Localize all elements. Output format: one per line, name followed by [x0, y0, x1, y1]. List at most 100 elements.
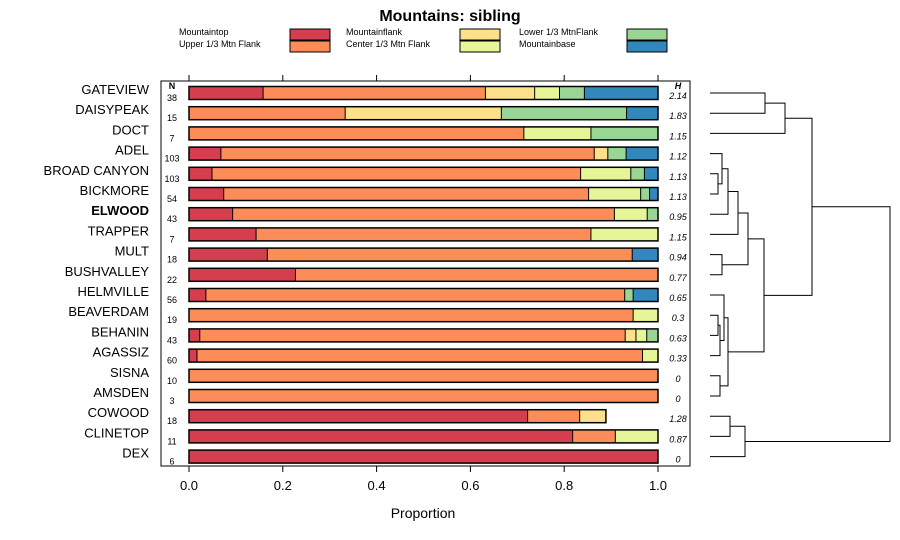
dendrogram-branch [710, 254, 723, 276]
bar-segment [501, 106, 627, 120]
x-axis: 0.0 0.2 0.4 0.6 0.8 1.0 [180, 75, 667, 493]
legend-label: Upper 1/3 Mtn Flank [179, 39, 261, 49]
row-label: GATEVIEW [81, 82, 149, 97]
bar-outline [188, 206, 659, 222]
row-label: CLINETOP [84, 425, 149, 440]
row-n-value: 56 [167, 295, 177, 305]
dendrogram-branch [710, 153, 723, 185]
row-h-value: 2.14 [668, 91, 687, 101]
n-column-header: N [169, 81, 176, 91]
row-h-value: 1.13 [669, 192, 687, 202]
bar-segment [263, 86, 486, 100]
row-n-value: 10 [167, 376, 177, 386]
row-label: ELWOOD [91, 203, 149, 218]
dendrogram-branch [710, 314, 719, 336]
row-h-value: 1.28 [669, 414, 687, 424]
legend-label: Mountainbase [519, 39, 576, 49]
bar-segment [189, 86, 264, 100]
bar-outline [188, 429, 659, 444]
legend-label: Mountainflank [346, 27, 403, 37]
dendrogram-branch [710, 168, 729, 215]
row-label: BICKMORE [80, 183, 150, 198]
bar-outline [188, 449, 659, 464]
bar-segment [523, 126, 591, 140]
row-h-value: 0.3 [672, 313, 685, 323]
bar-outline [188, 166, 659, 182]
row-n-value: 6 [169, 457, 174, 467]
bar-segment [223, 187, 589, 201]
dendrogram-branch [710, 102, 786, 134]
x-tick-label: 0.2 [274, 478, 292, 493]
bar-segment [232, 207, 615, 221]
bar-segment [485, 86, 535, 100]
bar-segment [205, 288, 625, 302]
dendrogram-branch [710, 425, 746, 458]
bar-segment [189, 429, 573, 443]
dendrogram-branch [710, 415, 731, 437]
bar-segment [527, 409, 580, 423]
bar-outline [188, 227, 659, 242]
x-tick-label: 0.4 [368, 478, 386, 493]
row-h-value: 1.15 [669, 232, 688, 242]
bar-outline [188, 126, 659, 141]
bar-segment [267, 248, 633, 262]
dendrogram-branch [722, 212, 749, 266]
bar-segment [189, 187, 224, 201]
x-axis-label: Proportion [391, 505, 456, 521]
row-label: SISNA [110, 365, 149, 380]
row-label: DOCT [112, 122, 149, 137]
bar-segment [579, 409, 606, 423]
row-n-value: 54 [167, 194, 177, 204]
dendrogram [710, 92, 891, 458]
x-tick-label: 0.0 [180, 478, 198, 493]
bar-segment [189, 369, 658, 383]
bar-segment [189, 167, 212, 181]
row-h-value: 1.13 [669, 172, 687, 182]
row-n-value: 43 [167, 214, 177, 224]
dendrogram-branch [710, 375, 721, 397]
row-h-value: 0 [675, 394, 680, 404]
legend-swatch [289, 40, 331, 53]
row-h-value: 0 [675, 455, 680, 465]
dendrogram-branch [710, 173, 719, 195]
x-tick-label: 0.8 [555, 478, 573, 493]
bar-outline [188, 186, 659, 202]
bar-segment [584, 86, 658, 100]
bar-outline [188, 348, 659, 363]
bar-outline [188, 146, 659, 161]
row-h-value: 0.33 [669, 354, 687, 364]
bar-segment [632, 248, 658, 262]
row-n-value: 7 [169, 133, 174, 143]
row-n-value: 38 [167, 93, 177, 103]
row-n-value: 3 [169, 396, 174, 406]
plot-panel [160, 80, 691, 467]
bar-segment [633, 288, 658, 302]
row-h-value: 0.87 [669, 434, 688, 444]
legend-swatch [459, 28, 501, 41]
bar-segment [607, 147, 627, 161]
row-label: HELMVILLE [77, 284, 149, 299]
bar-segment [588, 187, 641, 201]
row-h-value: 1.12 [669, 152, 687, 162]
row-label: MULT [115, 244, 149, 259]
bar-segment [626, 147, 658, 161]
row-n-value: 11 [167, 436, 176, 446]
x-tick-label: 0.6 [461, 478, 479, 493]
bar-outline [188, 388, 659, 404]
bar-segment [189, 248, 268, 262]
bar-rows: GATEVIEW 38 2.14 DAISYPEAK 15 1.83 DOCT 7 1.15 AD… [44, 82, 688, 467]
bar-segment [189, 106, 346, 120]
row-label: ADEL [115, 143, 149, 158]
bar-segment [647, 207, 658, 221]
bar-segment [614, 207, 648, 221]
row-h-value: 0.63 [669, 333, 687, 343]
bar-segment [590, 126, 658, 140]
row-n-value: 43 [167, 335, 177, 345]
bar-segment [256, 227, 591, 241]
bar-segment [189, 288, 206, 302]
x-tick-label: 1.0 [649, 478, 667, 493]
bar-segment [624, 288, 634, 302]
bar-outline [188, 247, 659, 262]
bar-segment [189, 308, 634, 322]
